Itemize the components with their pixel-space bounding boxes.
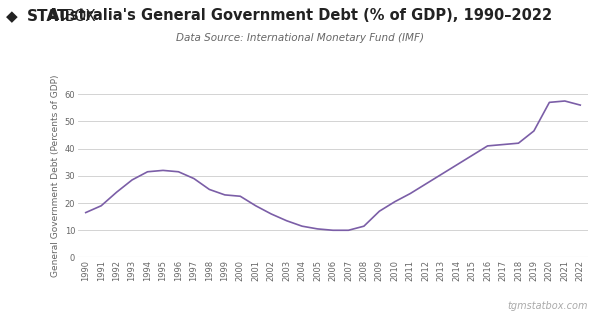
Text: tgmstatbox.com: tgmstatbox.com	[508, 301, 588, 311]
Text: Australia's General Government Debt (% of GDP), 1990–2022: Australia's General Government Debt (% o…	[48, 8, 552, 23]
Text: STAT: STAT	[27, 9, 68, 24]
Text: ◆: ◆	[6, 9, 18, 24]
Y-axis label: General Government Debt (Percents of GDP): General Government Debt (Percents of GDP…	[52, 75, 61, 277]
Text: Data Source: International Monetary Fund (IMF): Data Source: International Monetary Fund…	[176, 33, 424, 43]
Text: BOX: BOX	[64, 9, 96, 24]
